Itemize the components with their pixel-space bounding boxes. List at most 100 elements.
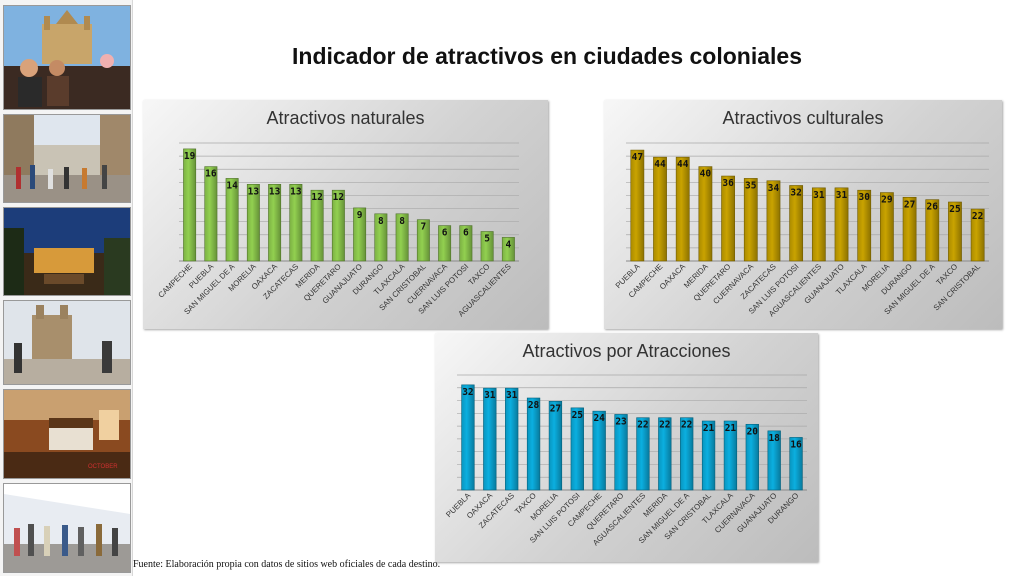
data-label: 8 xyxy=(378,216,384,227)
chart-culturales-svg: 47PUEBLA44CAMPECHE44OAXACA40MERIDA36QUER… xyxy=(614,142,989,318)
data-label: 47 xyxy=(632,152,643,163)
data-label: 20 xyxy=(747,426,759,437)
bar xyxy=(416,219,430,262)
data-label: 22 xyxy=(681,420,692,431)
data-label: 13 xyxy=(290,186,302,197)
bar xyxy=(834,187,849,262)
data-label: 6 xyxy=(463,228,469,239)
data-label: 30 xyxy=(858,192,870,203)
bar xyxy=(880,192,894,262)
photo-night-courtyard xyxy=(3,207,131,296)
bar xyxy=(767,430,781,491)
bar xyxy=(948,201,962,262)
bar xyxy=(680,417,694,491)
bar xyxy=(570,407,584,491)
data-label: 28 xyxy=(528,400,540,411)
data-label: 34 xyxy=(768,183,780,194)
bar xyxy=(310,189,324,262)
bar xyxy=(636,417,650,491)
data-label: 24 xyxy=(593,413,605,424)
bar xyxy=(970,208,985,262)
bar xyxy=(289,184,303,262)
data-label: 27 xyxy=(550,403,561,414)
data-label: 7 xyxy=(421,222,427,233)
data-label: 9 xyxy=(357,210,363,221)
bar xyxy=(698,166,713,262)
bar xyxy=(789,185,804,262)
bar xyxy=(811,187,826,262)
data-label: 31 xyxy=(813,190,825,201)
data-label: 5 xyxy=(484,234,490,245)
photo-strip: OCTOBER xyxy=(0,0,133,576)
data-label: 27 xyxy=(904,199,915,210)
data-label: 19 xyxy=(184,151,196,162)
tick-label: OAXACA xyxy=(658,261,688,291)
data-label: 8 xyxy=(399,216,405,227)
bar xyxy=(225,178,239,262)
bar xyxy=(789,437,803,491)
data-label: 36 xyxy=(722,178,734,189)
data-label: 13 xyxy=(248,186,260,197)
photo-hotel-room: OCTOBER xyxy=(3,389,131,479)
bar xyxy=(204,166,218,262)
bar xyxy=(353,207,367,262)
bar xyxy=(548,400,563,491)
chart-panel-naturales: 19 CAMPECHE 16 PUEBLA 14 SAN MIGUEL DE A 13 MOR… xyxy=(143,100,548,329)
bar xyxy=(857,189,872,262)
chart-title-atracciones: Atractivos por Atracciones xyxy=(522,341,731,361)
bar xyxy=(268,184,282,262)
data-label: 31 xyxy=(506,390,518,401)
data-label: 14 xyxy=(226,180,238,191)
bar xyxy=(925,199,940,262)
bar xyxy=(721,175,735,262)
bar xyxy=(902,196,917,262)
bar xyxy=(743,178,758,262)
bar xyxy=(395,213,409,262)
photo-market-crowd xyxy=(3,483,131,573)
bar xyxy=(614,414,628,491)
chart-panel-atracciones: 32 PUEBLA 31 OAXACA 31 ZACATECAS 28 TAXCO 27 MORE… xyxy=(435,333,818,562)
chart-title-culturales: Atractivos culturales xyxy=(722,108,884,128)
bar xyxy=(461,384,475,491)
data-label: 40 xyxy=(700,169,712,180)
data-label: 23 xyxy=(615,416,627,427)
data-label: 21 xyxy=(703,423,715,434)
bar xyxy=(505,387,519,491)
data-label: 21 xyxy=(725,423,737,434)
chart-panel-culturales: 47 PUEBLA 44 CAMPECHE 44 OAXACA 40 MERIDA 36 QUER… xyxy=(604,100,1002,329)
data-label: 4 xyxy=(506,239,512,250)
source-note: Fuente: Elaboración propia con datos de … xyxy=(133,559,441,570)
data-label: 22 xyxy=(972,211,983,222)
data-label: 26 xyxy=(927,202,939,213)
data-label: 25 xyxy=(572,410,584,421)
tick-label: CAMPECHE xyxy=(156,262,194,300)
data-label: 16 xyxy=(205,169,217,180)
data-label: 29 xyxy=(881,195,893,206)
data-label: 32 xyxy=(790,187,801,198)
bar xyxy=(331,189,345,262)
data-label: 25 xyxy=(949,204,961,215)
data-label: 6 xyxy=(442,228,448,239)
data-label: 12 xyxy=(311,192,322,203)
bar xyxy=(723,420,738,491)
bar xyxy=(483,387,497,491)
bar xyxy=(630,149,645,262)
page-title: Indicador de atractivos en ciudades colo… xyxy=(292,43,802,69)
bar xyxy=(438,225,452,262)
bar xyxy=(745,423,759,491)
data-label: 22 xyxy=(659,420,670,431)
hotel-photo-overlay-text: OCTOBER xyxy=(88,464,118,470)
data-label: 44 xyxy=(654,159,666,170)
bar xyxy=(653,156,667,262)
bar xyxy=(183,148,197,262)
data-label: 13 xyxy=(269,186,281,197)
bar xyxy=(374,213,388,262)
bar xyxy=(246,184,260,262)
bar xyxy=(459,225,473,262)
chart-atracciones-svg: 32PUEBLA31OAXACA31ZACATECAS28TAXCO27MORE… xyxy=(444,374,807,547)
data-label: 32 xyxy=(462,387,473,398)
data-label: 31 xyxy=(484,390,496,401)
bar xyxy=(766,180,781,262)
bar xyxy=(592,410,606,491)
